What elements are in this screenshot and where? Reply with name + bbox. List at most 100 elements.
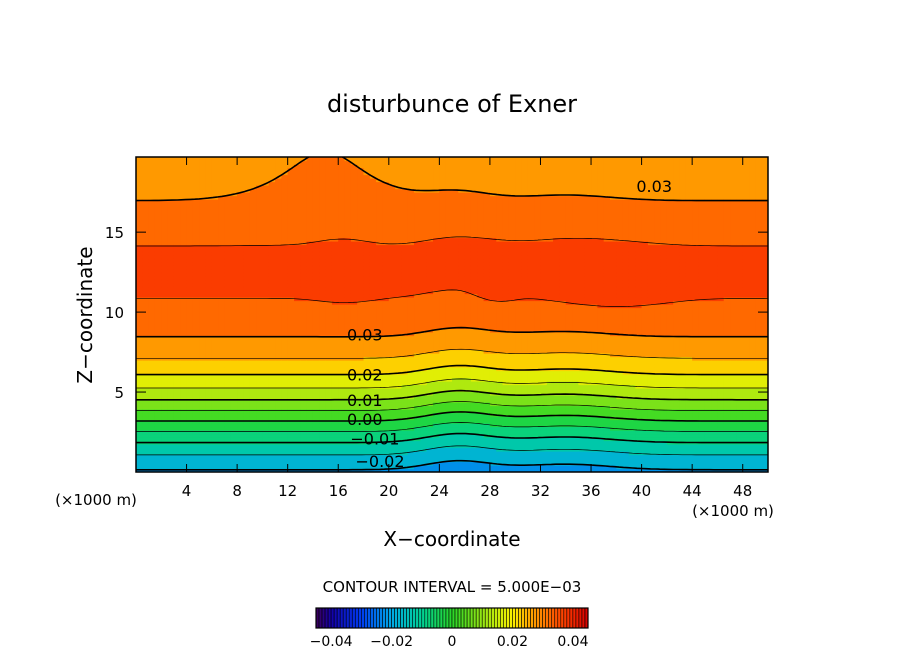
color-band-cell xyxy=(464,269,472,274)
color-band-cell xyxy=(300,241,308,246)
color-band-cell xyxy=(281,461,289,466)
color-band-cell xyxy=(433,227,440,232)
color-band-cell xyxy=(395,230,403,235)
color-band-cell xyxy=(483,367,491,372)
color-band-cell xyxy=(262,430,270,435)
color-band-cell xyxy=(382,213,390,218)
color-band-cell xyxy=(161,164,169,169)
color-band-cell xyxy=(357,395,365,400)
color-band-cell xyxy=(433,332,440,337)
color-band-cell xyxy=(205,262,213,267)
color-band-cell xyxy=(294,444,301,449)
color-band-cell xyxy=(268,360,276,365)
color-band-cell xyxy=(180,318,188,323)
color-band-cell xyxy=(357,241,365,246)
color-band-cell xyxy=(470,178,478,183)
color-band-cell xyxy=(357,311,365,316)
color-band-cell xyxy=(420,465,428,470)
color-band-cell xyxy=(338,185,346,190)
color-band-cell xyxy=(376,370,384,375)
color-band-cell xyxy=(211,167,219,172)
color-band-cell xyxy=(262,314,270,319)
color-band-cell xyxy=(243,248,251,253)
color-band-cell xyxy=(205,297,213,302)
color-band-cell xyxy=(433,230,440,235)
color-band-cell xyxy=(224,349,232,354)
color-band-cell xyxy=(319,409,327,414)
color-band-cell xyxy=(306,164,314,169)
color-band-cell xyxy=(205,402,213,407)
color-band-cell xyxy=(306,332,314,337)
color-band-cell xyxy=(154,188,162,193)
color-band-cell xyxy=(445,447,453,452)
color-band-cell xyxy=(142,447,150,452)
color-band-cell xyxy=(312,360,320,365)
color-band-cell xyxy=(445,276,453,281)
color-band-cell xyxy=(477,465,485,470)
color-band-cell xyxy=(294,195,301,200)
color-band-cell xyxy=(256,332,263,337)
color-band-cell xyxy=(477,437,485,442)
color-band-cell xyxy=(294,223,301,228)
color-band-cell xyxy=(426,353,434,358)
color-band-cell xyxy=(142,293,150,298)
color-band-cell xyxy=(363,395,371,400)
color-band-cell xyxy=(205,164,213,169)
color-band-cell xyxy=(199,269,207,274)
color-band-cell xyxy=(350,349,358,354)
color-band-cell xyxy=(199,283,207,288)
color-band-cell xyxy=(319,461,327,466)
color-band-cell xyxy=(464,223,472,228)
color-band-cell xyxy=(281,265,289,270)
color-band-cell xyxy=(312,216,320,221)
color-band-cell xyxy=(382,307,390,312)
color-band-cell xyxy=(186,307,194,312)
color-band-cell xyxy=(439,192,447,197)
color-band-cell xyxy=(464,402,472,407)
color-band-cell xyxy=(369,199,377,204)
color-band-cell xyxy=(350,391,358,396)
color-band-cell xyxy=(382,342,390,347)
color-band-cell xyxy=(218,451,226,456)
color-band-cell xyxy=(464,318,472,323)
color-band-cell xyxy=(224,269,232,274)
color-band-cell xyxy=(420,195,428,200)
color-band-cell xyxy=(401,248,409,253)
color-band-cell xyxy=(230,433,238,438)
color-band-cell xyxy=(395,342,403,347)
color-band-cell xyxy=(312,314,320,319)
color-band-cell xyxy=(388,391,396,396)
color-band-cell xyxy=(237,384,245,389)
color-band-cell xyxy=(154,160,162,165)
color-band-cell xyxy=(433,426,440,431)
color-band-cell xyxy=(312,255,320,260)
color-band-cell xyxy=(357,286,365,291)
color-band-cell xyxy=(483,314,491,319)
color-band-cell xyxy=(331,416,339,421)
color-band-cell xyxy=(420,318,428,323)
color-band-cell xyxy=(192,388,200,393)
color-band-cell xyxy=(161,416,169,421)
color-band-cell xyxy=(388,241,396,246)
color-band-cell xyxy=(173,423,181,428)
color-band-cell xyxy=(262,353,270,358)
color-band-cell xyxy=(395,325,403,330)
color-band-cell xyxy=(281,409,289,414)
color-band-cell xyxy=(186,209,194,214)
color-band-cell xyxy=(464,272,472,277)
color-band-cell xyxy=(287,314,295,319)
color-band-cell xyxy=(357,363,365,368)
color-band-cell xyxy=(218,370,226,375)
color-band-cell xyxy=(211,423,219,428)
color-band-cell xyxy=(350,241,358,246)
color-band-cell xyxy=(426,241,434,246)
color-band-cell xyxy=(325,213,333,218)
color-band-cell xyxy=(338,370,346,375)
color-band-cell xyxy=(452,251,459,256)
color-band-cell xyxy=(420,286,428,291)
color-band-cell xyxy=(218,377,226,382)
color-band-cell xyxy=(477,349,485,354)
color-band-cell xyxy=(376,195,384,200)
color-band-cell xyxy=(382,272,390,277)
color-band-cell xyxy=(420,384,428,389)
